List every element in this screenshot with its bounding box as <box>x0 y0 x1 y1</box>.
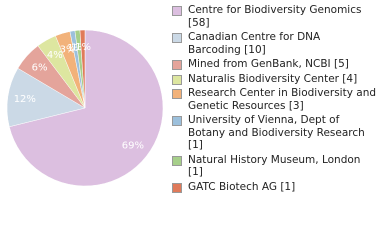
legend-swatch <box>172 60 182 70</box>
legend-swatch <box>172 89 182 99</box>
legend-item: Canadian Centre for DNA Barcoding [10] <box>172 31 376 56</box>
slice-label: 1% <box>67 43 83 54</box>
legend-swatch <box>172 74 182 85</box>
legend-label: University of Vienna, Dept of Botany and… <box>188 114 365 151</box>
legend-item: GATC Biotech AG [1] <box>172 181 376 194</box>
legend-swatch <box>172 33 182 43</box>
legend-label: Research Center in Biodiversity and Gene… <box>188 87 377 112</box>
legend-item: Natural History Museum, London [1] <box>172 154 376 179</box>
slice-label: 3% <box>60 45 76 56</box>
legend-label: Mined from GenBank, NCBI [5] <box>188 58 349 70</box>
slice-label: 1% <box>71 42 87 53</box>
pie-slice <box>8 29 164 187</box>
legend: Centre for Biodiversity Genomics [58] Can… <box>172 4 376 195</box>
legend-item: Mined from GenBank, NCBI [5] <box>172 58 376 71</box>
slice-label: 1% <box>75 42 91 53</box>
legend-item: University of Vienna, Dept of Botany and… <box>172 114 376 152</box>
slice-label: 69% <box>122 140 144 151</box>
slice-label: 4% <box>47 50 63 61</box>
slice-label: 12% <box>14 94 36 105</box>
legend-label: Canadian Centre for DNA Barcoding [10] <box>188 31 321 56</box>
legend-swatch <box>172 116 182 126</box>
legend-label: GATC Biotech AG [1] <box>188 180 296 193</box>
legend-label: Centre for Biodiversity Genomics [58] <box>188 4 362 29</box>
pie-slice <box>79 29 86 109</box>
legend-swatch <box>172 182 182 193</box>
legend-item: Naturalis Biodiversity Center [4] <box>172 73 376 86</box>
slice-label: 6% <box>32 62 48 73</box>
legend-item: Centre for Biodiversity Genomics [58] <box>172 4 376 29</box>
pie: 69% 12% 6%4%3%1%1%1% <box>6 29 164 187</box>
legend-swatch <box>172 6 182 16</box>
legend-label: Natural History Museum, London [1] <box>188 153 361 179</box>
pie-slice <box>6 67 86 128</box>
legend-swatch <box>172 155 182 166</box>
legend-item: Research Center in Biodiversity and Gene… <box>172 87 376 112</box>
legend-label: Naturalis Biodiversity Center [4] <box>188 72 358 85</box>
